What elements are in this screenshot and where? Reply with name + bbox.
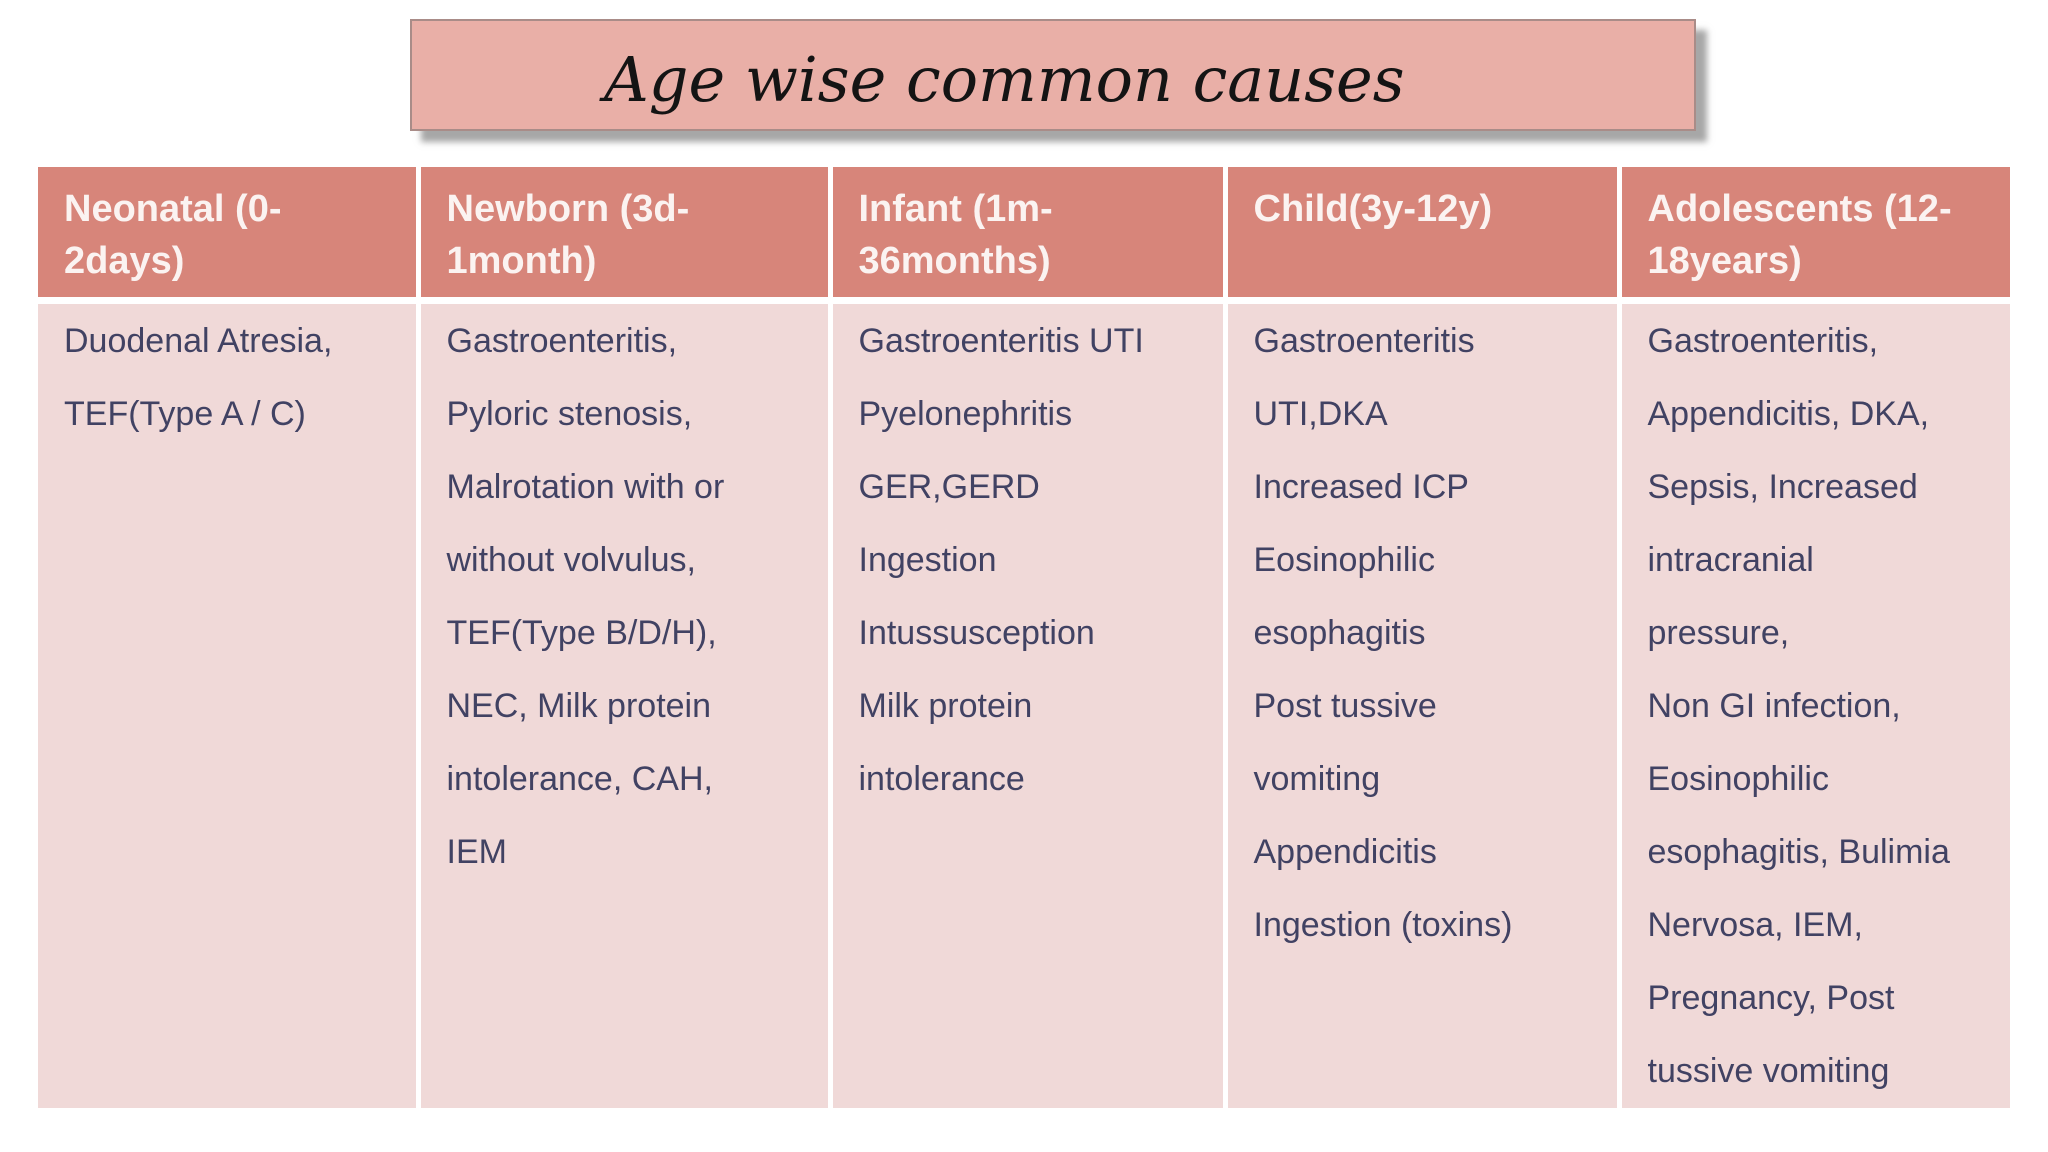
column-header-child: Child(3y-12y) bbox=[1225, 167, 1622, 304]
age-wise-causes-table: Neonatal (0- 2days) Newborn (3d- 1month)… bbox=[38, 167, 2010, 1108]
table-header-row: Neonatal (0- 2days) Newborn (3d- 1month)… bbox=[38, 167, 2010, 304]
page-title: Age wise common causes bbox=[604, 43, 1405, 116]
cell-infant-causes: Gastroenteritis UTI Pyelonephritis GER,G… bbox=[830, 300, 1228, 1108]
column-header-infant: Infant (1m- 36months) bbox=[830, 167, 1228, 304]
column-header-adolescents: Adolescents (12- 18years) bbox=[1619, 167, 2010, 304]
column-header-neonatal: Neonatal (0- 2days) bbox=[38, 167, 421, 304]
cell-child-causes: Gastroenteritis UTI,DKA Increased ICP Eo… bbox=[1225, 300, 1622, 1108]
title-banner: Age wise common causes bbox=[410, 19, 1696, 131]
cell-neonatal-causes: Duodenal Atresia, TEF(Type A / C) bbox=[38, 300, 421, 1108]
cell-newborn-causes: Gastroenteritis, Pyloric stenosis, Malro… bbox=[418, 300, 833, 1108]
table-body-row: Duodenal Atresia, TEF(Type A / C) Gastro… bbox=[38, 300, 2010, 1108]
column-header-newborn: Newborn (3d- 1month) bbox=[418, 167, 833, 304]
cell-adolescents-causes: Gastroenteritis, Appendicitis, DKA, Seps… bbox=[1619, 300, 2010, 1108]
